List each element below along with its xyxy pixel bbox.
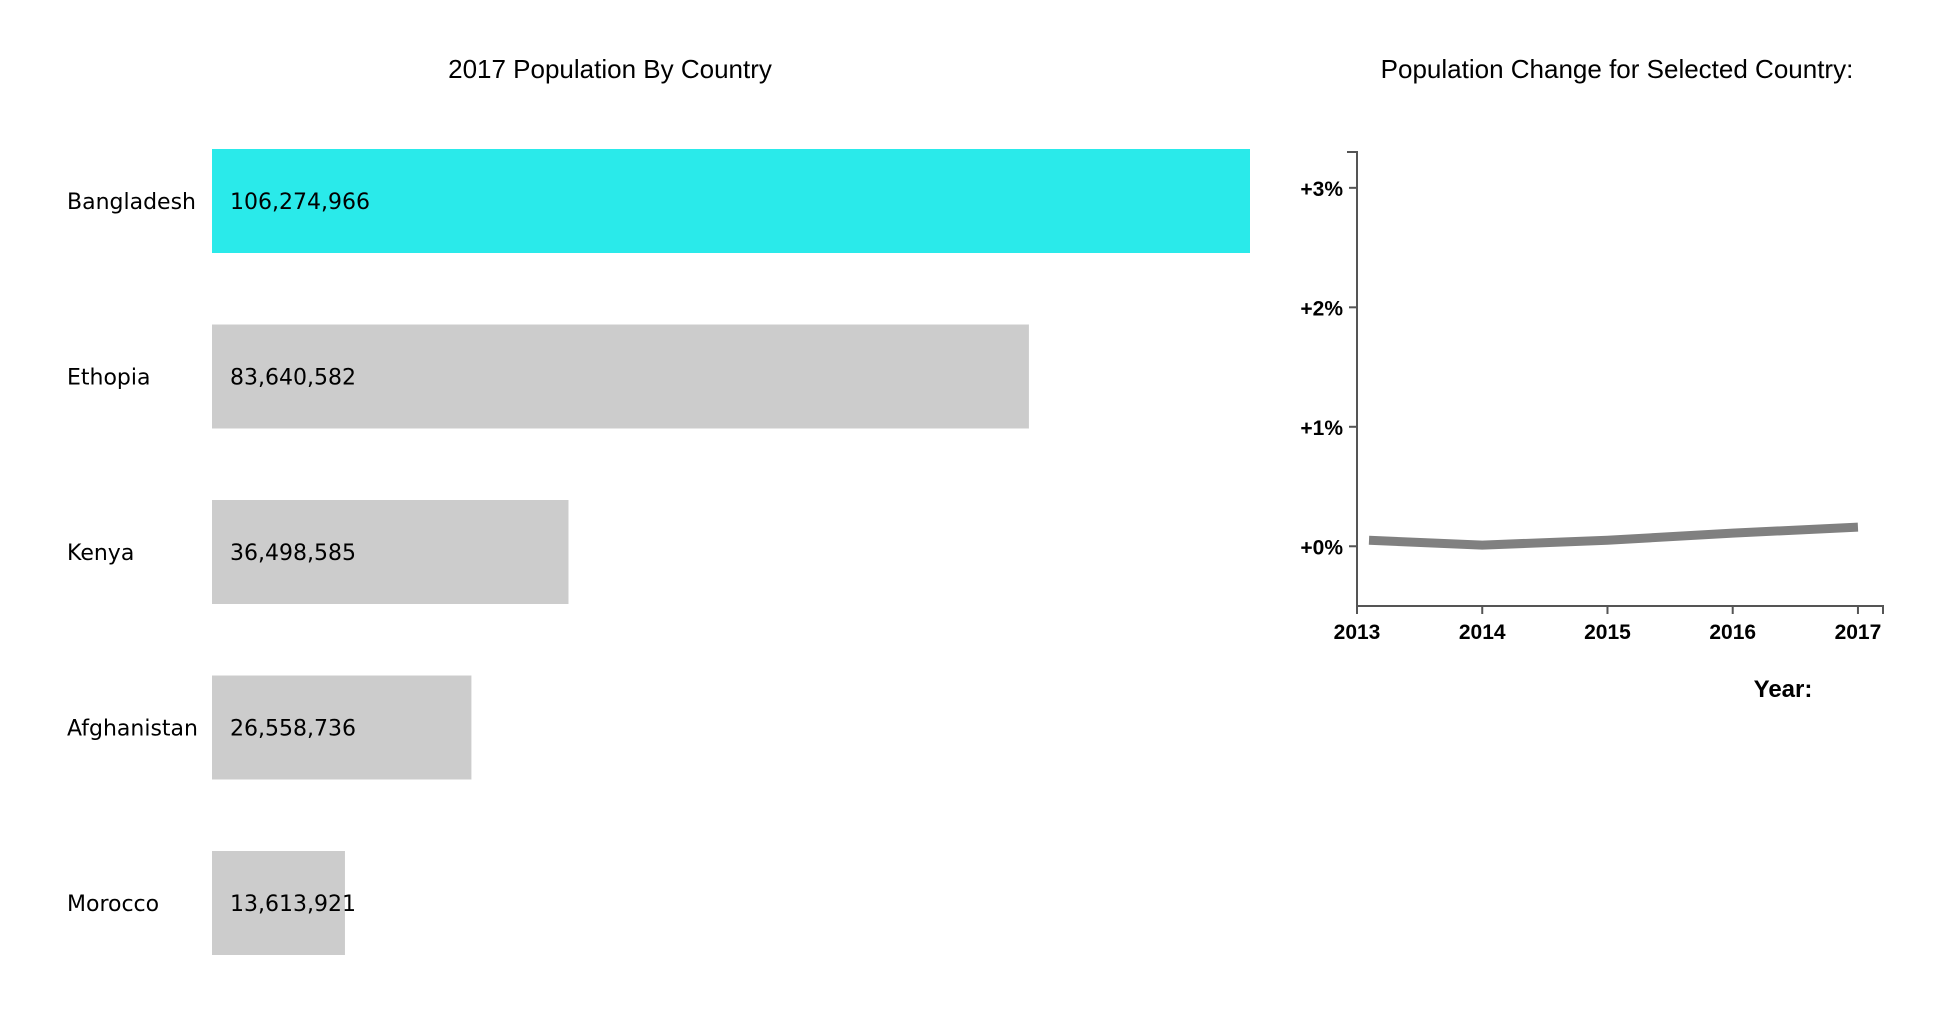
y-tick-label: +0%: [1300, 536, 1343, 559]
line-chart-title: Population Change for Selected Country:: [1381, 54, 1854, 84]
bar-value-label: 36,498,585: [230, 541, 356, 566]
x-axis-title: Year:: [1754, 676, 1813, 703]
x-tick-label: 2016: [1709, 621, 1756, 644]
x-tick-label: 2015: [1584, 621, 1631, 644]
x-tick-label: 2014: [1459, 621, 1506, 644]
bar-group: Bangladesh 106,274,966 Ethopia 83,640,582 Ke…: [67, 149, 1250, 955]
y-tick-label: +2%: [1300, 297, 1343, 320]
x-tick-label: 2013: [1334, 621, 1381, 644]
series-line: [1368, 522, 1859, 550]
bar-kenya[interactable]: [212, 500, 569, 604]
bar-afghanistan[interactable]: [212, 675, 472, 780]
x-tick-label: 2017: [1835, 621, 1882, 644]
line-plot-area: [1368, 522, 1859, 550]
bar-value-label: 83,640,582: [230, 366, 356, 391]
category-label: Ethopia: [67, 366, 151, 391]
line-chart: Population Change for Selected Country: …: [1300, 54, 1884, 703]
bar-value-label: 13,613,921: [230, 892, 356, 917]
y-tick-label: +1%: [1300, 417, 1343, 440]
line-axes: +0% +1% +2% +3% 2013 2014 2015 2016 2017: [1300, 151, 1884, 644]
bar-ethopia[interactable]: [212, 324, 1029, 429]
bar-chart-title: 2017 Population By Country: [448, 54, 772, 84]
bar-value-label: 106,274,966: [230, 190, 370, 215]
category-label: Kenya: [67, 541, 134, 566]
bar-bangladesh[interactable]: [212, 149, 1250, 253]
category-label: Morocco: [67, 892, 159, 917]
bar-value-label: 26,558,736: [230, 717, 356, 742]
y-tick-label: +3%: [1300, 178, 1343, 201]
category-label: Bangladesh: [67, 190, 196, 215]
bar-chart: 2017 Population By Country Bangladesh 106…: [67, 54, 1250, 955]
bar-morocco[interactable]: [212, 851, 345, 955]
category-label: Afghanistan: [67, 717, 198, 742]
